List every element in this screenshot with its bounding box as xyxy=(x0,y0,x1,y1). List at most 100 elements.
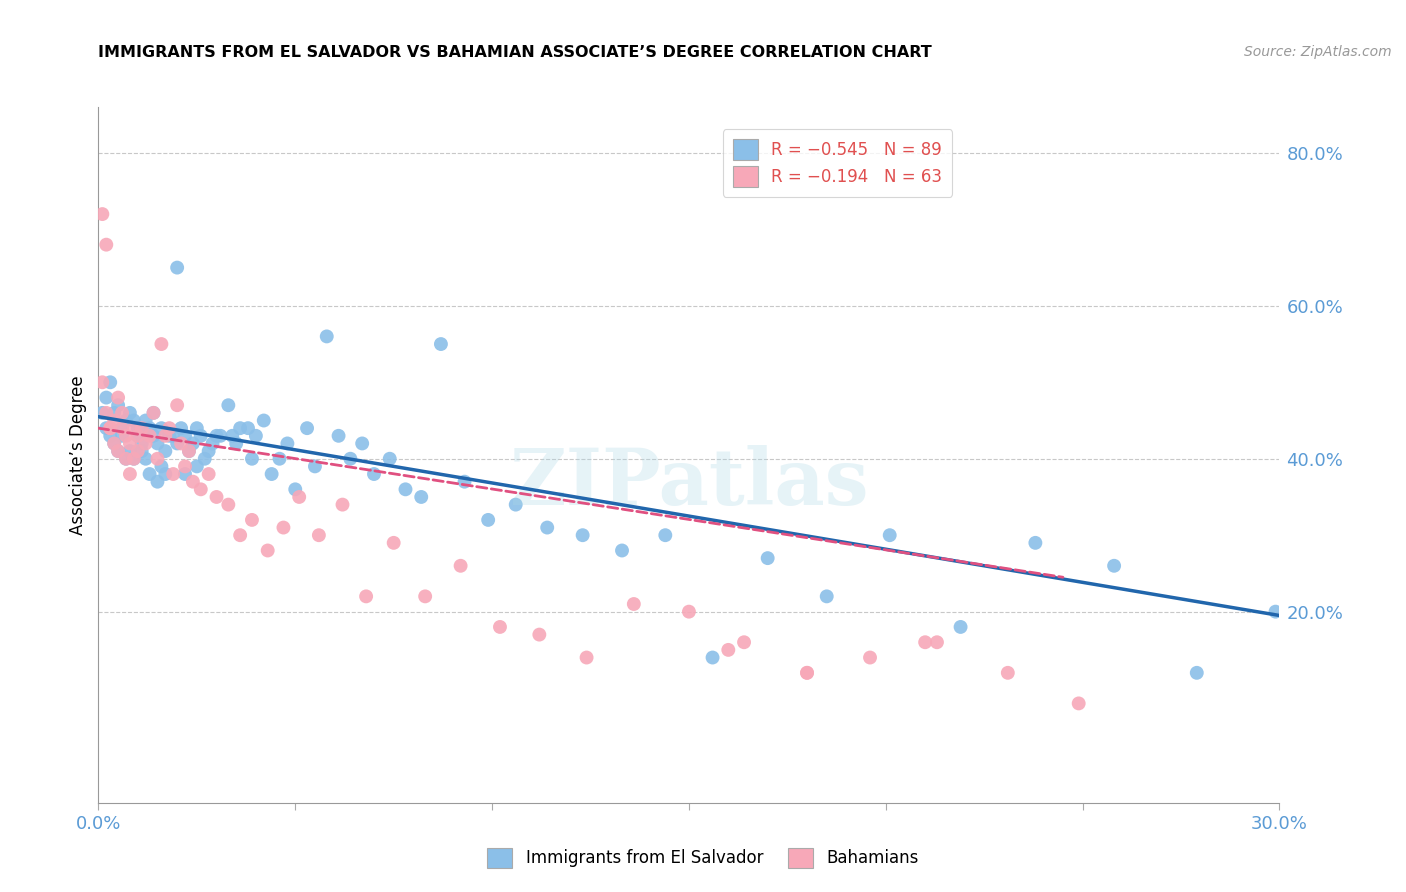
Point xyxy=(115,451,138,466)
Point xyxy=(378,451,401,466)
Point xyxy=(107,398,129,412)
Point xyxy=(796,665,818,680)
Point xyxy=(96,391,118,405)
Point xyxy=(122,451,145,466)
Point xyxy=(118,444,141,458)
Point xyxy=(273,520,295,534)
Point xyxy=(332,498,354,512)
Point xyxy=(411,490,433,504)
Point xyxy=(166,260,188,275)
Point xyxy=(146,436,169,450)
Point xyxy=(118,406,141,420)
Point xyxy=(107,444,129,458)
Point xyxy=(146,475,169,489)
Point xyxy=(571,528,593,542)
Point xyxy=(138,421,160,435)
Point xyxy=(186,421,208,435)
Point xyxy=(284,483,307,497)
Point xyxy=(115,429,138,443)
Point xyxy=(118,467,141,481)
Point xyxy=(260,467,283,481)
Point xyxy=(174,459,197,474)
Point xyxy=(155,429,177,443)
Point xyxy=(221,429,243,443)
Point xyxy=(98,421,121,435)
Point xyxy=(1264,605,1286,619)
Point xyxy=(1024,536,1046,550)
Point xyxy=(450,558,472,573)
Point xyxy=(142,406,165,420)
Point xyxy=(174,429,197,443)
Point xyxy=(111,406,134,420)
Point xyxy=(91,406,114,420)
Point xyxy=(914,635,936,649)
Y-axis label: Associate’s Degree: Associate’s Degree xyxy=(69,376,87,534)
Point xyxy=(103,413,125,427)
Point xyxy=(205,490,228,504)
Point xyxy=(190,483,212,497)
Point xyxy=(253,413,276,427)
Point xyxy=(328,429,350,443)
Point xyxy=(610,543,633,558)
Point xyxy=(269,451,291,466)
Point xyxy=(859,650,882,665)
Point xyxy=(157,421,180,435)
Point xyxy=(122,413,145,427)
Point xyxy=(96,421,118,435)
Legend: Immigrants from El Salvador, Bahamians: Immigrants from El Salvador, Bahamians xyxy=(481,841,925,875)
Point xyxy=(146,451,169,466)
Point xyxy=(209,429,232,443)
Point xyxy=(733,635,755,649)
Point xyxy=(229,528,252,542)
Point xyxy=(197,467,219,481)
Point xyxy=(815,590,838,604)
Point xyxy=(717,643,740,657)
Point xyxy=(304,459,326,474)
Point xyxy=(155,467,177,481)
Point xyxy=(150,459,173,474)
Point xyxy=(177,444,200,458)
Point xyxy=(127,421,149,435)
Text: ZIPatlas: ZIPatlas xyxy=(509,445,869,521)
Text: IMMIGRANTS FROM EL SALVADOR VS BAHAMIAN ASSOCIATE’S DEGREE CORRELATION CHART: IMMIGRANTS FROM EL SALVADOR VS BAHAMIAN … xyxy=(98,45,932,60)
Point xyxy=(190,429,212,443)
Point xyxy=(240,513,263,527)
Point xyxy=(288,490,311,504)
Point xyxy=(394,483,416,497)
Point xyxy=(240,451,263,466)
Point xyxy=(276,436,298,450)
Point xyxy=(308,528,330,542)
Point xyxy=(529,627,551,641)
Point xyxy=(181,436,204,450)
Point xyxy=(702,650,724,665)
Point xyxy=(127,429,149,443)
Point xyxy=(623,597,645,611)
Point xyxy=(489,620,512,634)
Point xyxy=(245,429,267,443)
Point xyxy=(186,459,208,474)
Point xyxy=(430,337,453,351)
Point xyxy=(166,398,188,412)
Point xyxy=(170,421,193,435)
Point xyxy=(142,429,165,443)
Point xyxy=(194,451,217,466)
Point xyxy=(205,429,228,443)
Point xyxy=(166,436,188,450)
Point xyxy=(678,605,700,619)
Point xyxy=(236,421,259,435)
Point xyxy=(225,436,247,450)
Point xyxy=(98,376,121,390)
Point xyxy=(115,451,138,466)
Point xyxy=(131,436,153,450)
Point xyxy=(229,421,252,435)
Point xyxy=(103,406,125,420)
Point xyxy=(339,451,361,466)
Point xyxy=(1185,665,1208,680)
Point xyxy=(107,444,129,458)
Point xyxy=(162,467,184,481)
Point xyxy=(103,436,125,450)
Point xyxy=(536,520,558,534)
Point xyxy=(135,436,157,450)
Point xyxy=(131,421,153,435)
Point xyxy=(177,444,200,458)
